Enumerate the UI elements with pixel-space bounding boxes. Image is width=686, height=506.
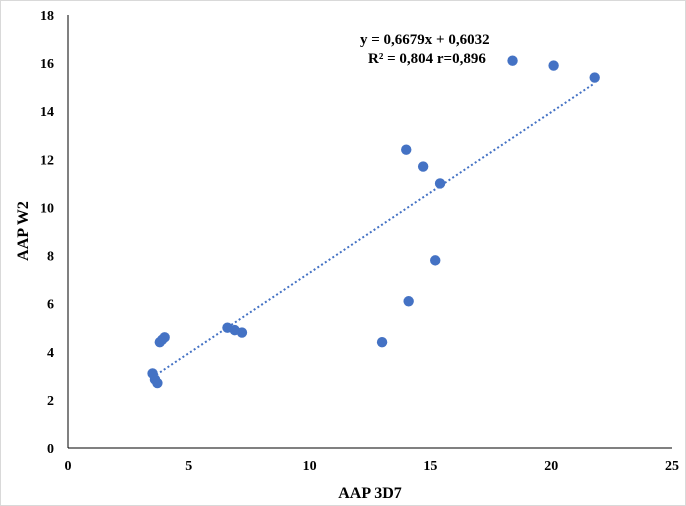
x-tick-label: 20	[544, 459, 558, 474]
x-tick-label: 5	[185, 459, 192, 474]
trendline-equation: y = 0,6679x + 0,6032	[360, 32, 490, 48]
y-axis-label: AAP W2	[15, 201, 32, 261]
y-tick-label: 14	[40, 105, 54, 120]
data-point	[152, 377, 163, 389]
data-point	[507, 55, 518, 66]
data-point	[401, 144, 412, 155]
data-point	[417, 161, 429, 172]
trendline	[152, 82, 596, 379]
data-point	[236, 327, 248, 338]
y-tick-label: 12	[40, 153, 54, 168]
x-tick-label: 15	[423, 459, 437, 474]
x-tick-labels: 0 5 10 15 20 25	[65, 459, 680, 474]
trendline-stats: R² = 0,804 r=0,896	[368, 51, 486, 67]
data-point	[376, 336, 388, 348]
y-tick-label: 2	[47, 394, 54, 409]
data-points	[147, 55, 600, 389]
y-tick-label: 18	[40, 9, 54, 24]
data-point	[403, 296, 414, 307]
y-tick-label: 0	[47, 442, 54, 457]
y-tick-label: 16	[40, 57, 54, 72]
x-tick-label: 10	[303, 459, 317, 474]
data-point	[430, 255, 441, 266]
data-point	[159, 332, 170, 343]
y-tick-label: 4	[47, 346, 54, 361]
y-tick-label: 8	[47, 250, 54, 265]
data-point	[589, 72, 600, 83]
y-tick-label: 10	[40, 201, 54, 216]
data-point	[434, 178, 446, 189]
x-tick-label: 25	[665, 459, 679, 474]
x-tick-label: 0	[65, 459, 72, 474]
data-point	[548, 60, 559, 71]
y-tick-labels: 0 2 4 6 8 10 12 14 16 18	[40, 9, 54, 457]
x-axis-label: AAP 3D7	[338, 485, 402, 502]
axes	[67, 15, 672, 449]
y-tick-label: 6	[47, 298, 54, 313]
